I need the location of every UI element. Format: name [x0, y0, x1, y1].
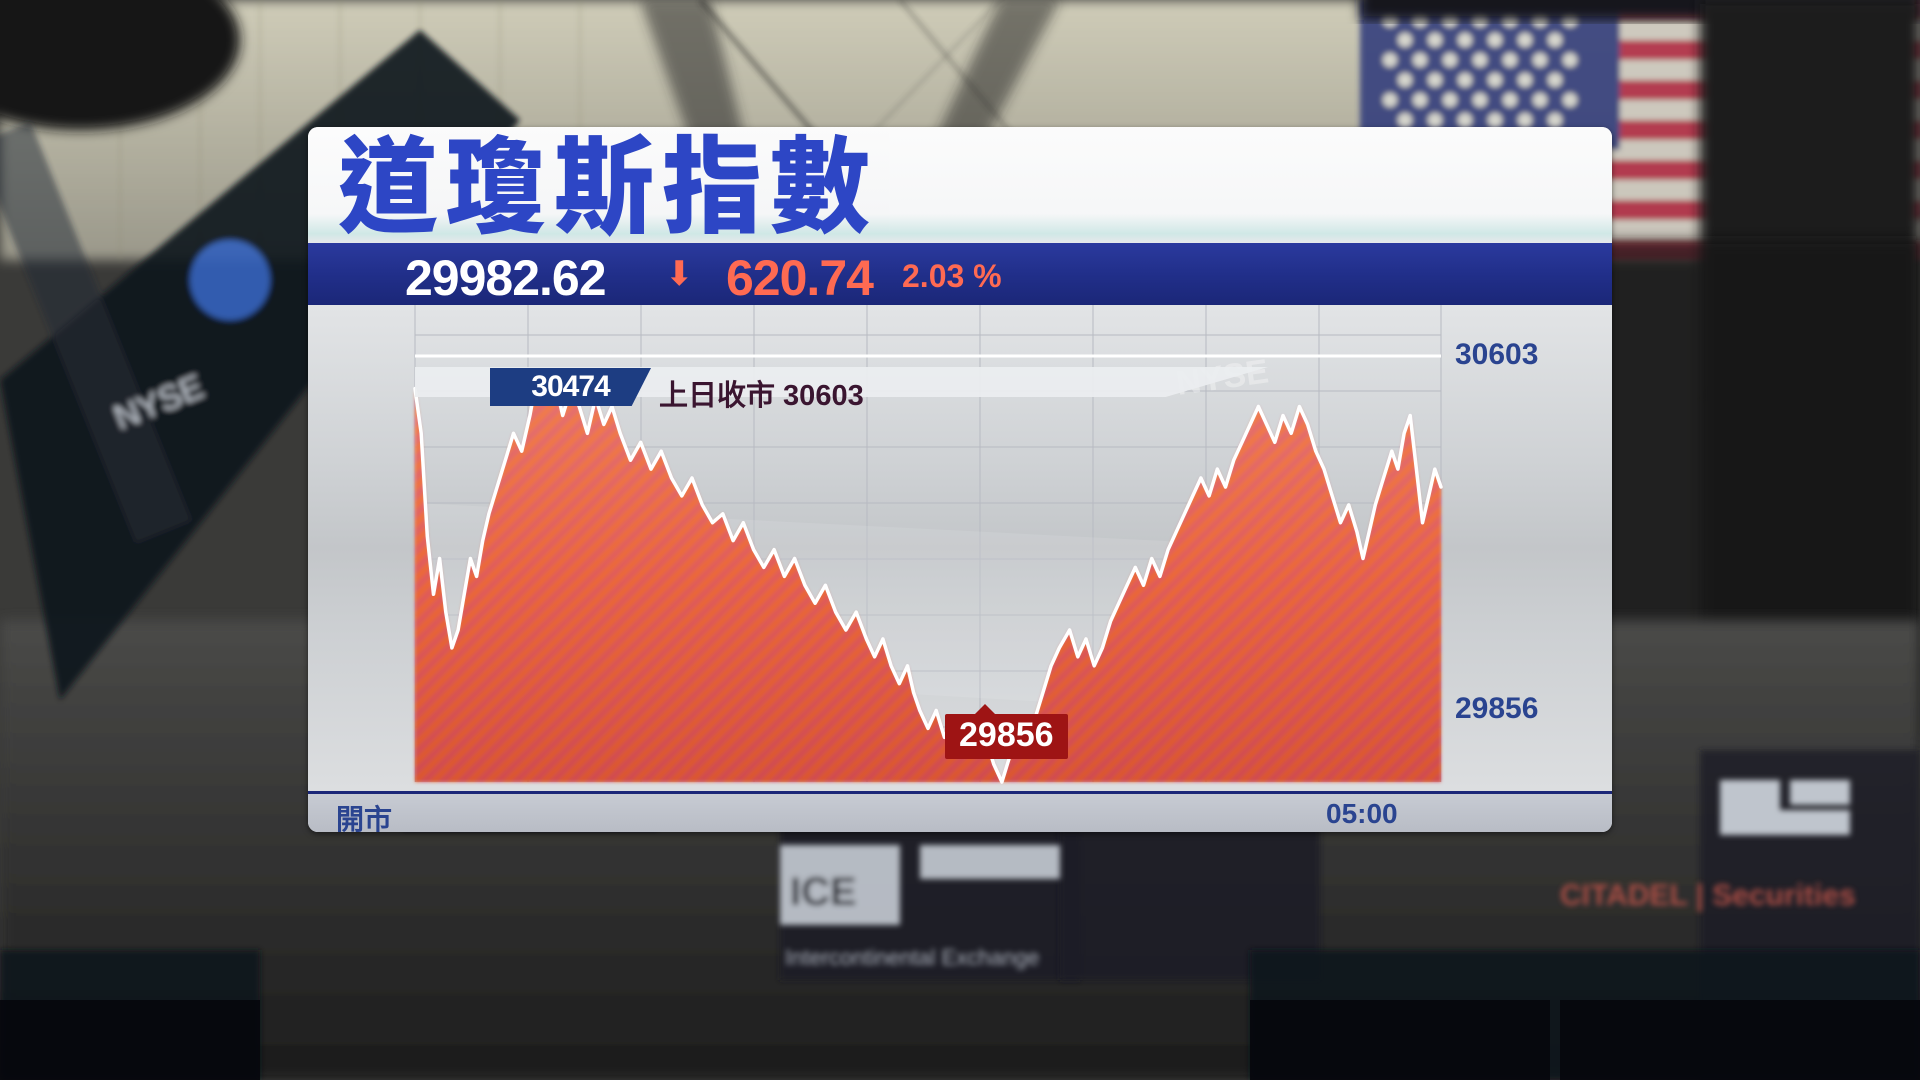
svg-text:CITADEL | Securities: CITADEL | Securities	[1560, 879, 1856, 912]
svg-text:ICE: ICE	[790, 870, 857, 914]
svg-text:Intercontinental Exchange: Intercontinental Exchange	[785, 945, 1039, 970]
